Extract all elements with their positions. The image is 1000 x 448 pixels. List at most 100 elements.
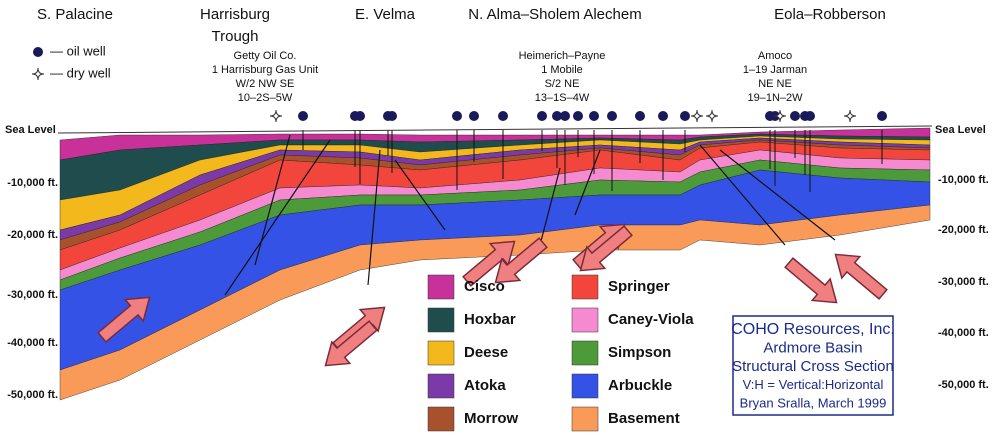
oil-well (452, 111, 462, 121)
oil-well (573, 111, 583, 121)
well-note: Heimerich–Payne (519, 50, 606, 62)
legend-label: Atoka (464, 377, 506, 394)
oil-well (298, 111, 308, 121)
well-note: 1 Mobile (541, 64, 583, 76)
well-note: S/2 NE (545, 78, 580, 90)
fault (699, 144, 786, 246)
region-label: Trough (212, 28, 259, 45)
legend-swatch (571, 373, 599, 399)
depth-label: -40,000 ft. (7, 337, 58, 349)
depth-label: Sea Level (935, 124, 986, 136)
well-note: 13–1S–4W (535, 92, 590, 104)
well-note: Amoco (758, 50, 792, 62)
fault (719, 149, 836, 241)
fault (539, 167, 561, 246)
depth-label: -10,000 ft. (938, 174, 989, 186)
oil-well-icon (33, 47, 43, 57)
depth-label: -40,000 ft. (938, 327, 989, 339)
oil-well (607, 111, 617, 121)
title-line: Bryan Sralla, March 1999 (740, 395, 887, 410)
oil-well (658, 111, 668, 121)
region-label: Eola–Robberson (774, 6, 886, 23)
legend-swatch (571, 340, 599, 366)
depth-label: -30,000 ft. (938, 276, 989, 288)
dry-well (773, 109, 787, 123)
legend-label: Simpson (608, 344, 671, 361)
well-note: 1–19 Jarman (743, 64, 807, 76)
arrow (494, 237, 548, 284)
key-label: — dry well (50, 65, 111, 80)
dry-well (690, 109, 704, 123)
fault (394, 159, 446, 231)
depth-label: -10,000 ft. (7, 177, 58, 189)
oil-well (387, 111, 397, 121)
well-note: 1 Harrisburg Gas Unit (212, 64, 318, 76)
region-label: E. Velma (355, 6, 416, 23)
arrow (324, 320, 378, 367)
fault (367, 149, 381, 286)
fault (574, 149, 601, 216)
overlay (31, 67, 933, 367)
arrow (834, 253, 888, 300)
legend-label: Basement (608, 410, 680, 427)
legend-swatch (427, 373, 455, 399)
dry-well (705, 109, 719, 123)
title-line: V:H = Vertical:Horizontal (743, 377, 884, 392)
oil-well (552, 111, 562, 121)
oil-well (560, 111, 570, 121)
oil-well (498, 111, 508, 121)
depth-label: -50,000 ft. (7, 389, 58, 401)
legend-label: Hoxbar (464, 311, 516, 328)
depth-label: -50,000 ft. (938, 379, 989, 391)
oil-well (469, 111, 479, 121)
oil-well (805, 111, 815, 121)
oil-well (589, 111, 599, 121)
legend-swatch (427, 406, 455, 432)
depth-label: Sea Level (5, 124, 56, 136)
well-note: Getty Oil Co. (234, 50, 297, 62)
oil-well (537, 111, 547, 121)
well-note: 19–1N–2W (747, 92, 803, 104)
legend-swatch (571, 274, 599, 300)
legend-label: Cisco (464, 278, 505, 295)
legend-swatch (427, 274, 455, 300)
oil-well (355, 111, 365, 121)
legend-swatch (571, 307, 599, 333)
depth-label: -20,000 ft. (938, 224, 989, 236)
legend-label: Springer (608, 278, 670, 295)
well-note: NE NE (758, 78, 792, 90)
fault (254, 134, 291, 266)
title-line: Structural Cross Section (732, 358, 894, 375)
legend-label: Arbuckle (608, 377, 672, 394)
region-label: Harrisburg (200, 6, 270, 23)
legend-swatch (427, 340, 455, 366)
legend-label: Morrow (464, 410, 518, 427)
oil-well (635, 111, 645, 121)
key-label: — oil well (50, 43, 106, 58)
dry-well (843, 109, 857, 123)
title-line: COHO Resources, Inc. (731, 321, 895, 338)
title-box (732, 315, 894, 416)
arrow (97, 296, 151, 343)
arrow (462, 240, 516, 287)
region-label: S. Palacine (37, 6, 113, 23)
arrow (579, 225, 633, 272)
arrow (784, 257, 838, 304)
oil-well (790, 111, 800, 121)
dry-well (269, 109, 283, 123)
dry-well-icon (31, 67, 45, 81)
sea-level-line (57, 125, 933, 134)
region-label: N. Alma–Sholem Alechem (468, 6, 641, 23)
well-note: W/2 NW SE (236, 78, 295, 90)
depth-label: -20,000 ft. (7, 229, 58, 241)
well-note: 10–2S–5W (238, 92, 293, 104)
legend-swatch (571, 406, 599, 432)
fault (224, 139, 331, 296)
legend-swatch (427, 307, 455, 333)
oil-well (680, 111, 690, 121)
depth-label: -30,000 ft. (7, 289, 58, 301)
title-line: Ardmore Basin (763, 339, 862, 356)
legend-label: Deese (464, 344, 508, 361)
legend-label: Caney-Viola (608, 311, 694, 328)
